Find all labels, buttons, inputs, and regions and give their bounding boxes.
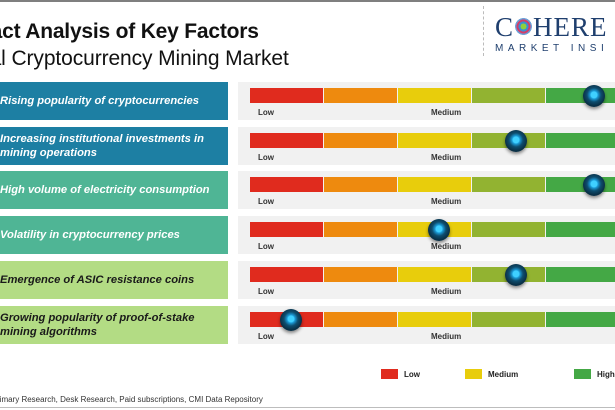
- impact-bar-segment: [250, 267, 323, 282]
- impact-bar-segment: [398, 88, 471, 103]
- impact-bar-segment: [546, 267, 615, 282]
- logo-tagline: MARKET INSI: [495, 43, 609, 54]
- impact-bar: [250, 88, 615, 103]
- scale-label-medium: Medium: [431, 242, 462, 251]
- impact-bar-segment: [250, 88, 323, 103]
- logo-globe-icon: [515, 18, 533, 35]
- legend-swatch-medium: [465, 369, 482, 379]
- impact-bar-segment: [324, 88, 397, 103]
- coherent-logo: C HERE MARKET INSI: [495, 14, 609, 55]
- impact-bar-segment: [472, 88, 545, 103]
- impact-indicator-knob: [279, 308, 302, 331]
- page-subtitle: bal Cryptocurrency Mining Market: [0, 47, 289, 70]
- scale-label-low: Low: [258, 287, 274, 296]
- scale-label-low: Low: [258, 108, 274, 117]
- factor-label: Growing popularity of proof-of-stake min…: [0, 312, 195, 338]
- scale-label-medium: Medium: [431, 153, 462, 162]
- impact-scale: Low Medium: [238, 127, 615, 165]
- impact-scale: Low Medium: [238, 261, 615, 299]
- factor-label: Emergence of ASIC resistance coins: [0, 274, 195, 286]
- impact-bar: [250, 222, 615, 237]
- impact-bar: [250, 267, 615, 282]
- scale-label-low: Low: [258, 242, 274, 251]
- factor-label-box: Volatility in cryptocurrency prices: [0, 216, 228, 254]
- impact-bar-segment: [324, 267, 397, 282]
- impact-scale: Low Medium: [238, 82, 615, 120]
- factor-label-box: Increasing institutional investments in …: [0, 127, 228, 165]
- legend-medium: Medium: [465, 369, 518, 379]
- impact-indicator-knob: [583, 173, 606, 196]
- impact-indicator-knob: [583, 84, 606, 107]
- legend-high: High: [574, 369, 615, 379]
- factor-label-box: Rising popularity of cryptocurrencies: [0, 82, 228, 120]
- impact-bar-segment: [398, 133, 471, 148]
- impact-bar-segment: [546, 312, 615, 327]
- impact-bar-segment: [250, 133, 323, 148]
- impact-bar: [250, 133, 615, 148]
- impact-indicator-knob: [505, 263, 528, 286]
- scale-label-low: Low: [258, 332, 274, 341]
- logo-wordmark: C HERE: [495, 14, 608, 41]
- logo-word-right: HERE: [533, 12, 608, 42]
- impact-indicator-knob: [505, 129, 528, 152]
- impact-bar-segment: [472, 222, 545, 237]
- legend-label-low: Low: [404, 369, 420, 379]
- legend-swatch-high: [574, 369, 591, 379]
- factor-label: Increasing institutional investments in …: [0, 133, 204, 159]
- impact-bar-segment: [398, 312, 471, 327]
- impact-bar-segment: [324, 177, 397, 192]
- top-border: [0, 0, 615, 2]
- impact-bar-segment: [472, 312, 545, 327]
- scale-label-low: Low: [258, 153, 274, 162]
- bottom-border: [0, 407, 615, 408]
- factor-label-box: High volume of electricity consumption: [0, 171, 228, 209]
- scale-label-medium: Medium: [431, 197, 462, 206]
- scale-label-medium: Medium: [431, 287, 462, 296]
- factor-label-box: Emergence of ASIC resistance coins: [0, 261, 228, 299]
- scale-label-low: Low: [258, 197, 274, 206]
- impact-bar-segment: [250, 222, 323, 237]
- impact-bar-segment: [472, 177, 545, 192]
- impact-indicator-knob: [427, 218, 450, 241]
- impact-bar-segment: [250, 177, 323, 192]
- scale-label-medium: Medium: [431, 332, 462, 341]
- impact-bar-segment: [546, 222, 615, 237]
- impact-scale: Low Medium: [238, 306, 615, 344]
- factor-label: High volume of electricity consumption: [0, 184, 210, 196]
- logo-divider: [483, 6, 484, 56]
- factor-label-box: Growing popularity of proof-of-stake min…: [0, 306, 228, 344]
- impact-bar: [250, 312, 615, 327]
- impact-bar-segment: [324, 133, 397, 148]
- legend-low: Low: [381, 369, 420, 379]
- legend-label-high: High: [597, 369, 615, 379]
- impact-scale: Low Medium: [238, 171, 615, 209]
- logo-word-left: C: [495, 12, 515, 42]
- legend-swatch-low: [381, 369, 398, 379]
- factor-label: Volatility in cryptocurrency prices: [0, 229, 180, 241]
- impact-bar-segment: [546, 133, 615, 148]
- page-title: pact Analysis of Key Factors: [0, 20, 259, 43]
- source-note: rimary Research, Desk Research, Paid sub…: [0, 395, 263, 404]
- impact-bar-segment: [398, 177, 471, 192]
- legend-label-medium: Medium: [488, 369, 519, 379]
- impact-bar-segment: [398, 267, 471, 282]
- impact-bar-segment: [324, 222, 397, 237]
- impact-bar: [250, 177, 615, 192]
- impact-scale: Low Medium: [238, 216, 615, 254]
- impact-bar-segment: [324, 312, 397, 327]
- scale-label-medium: Medium: [431, 108, 462, 117]
- factor-label: Rising popularity of cryptocurrencies: [0, 95, 199, 107]
